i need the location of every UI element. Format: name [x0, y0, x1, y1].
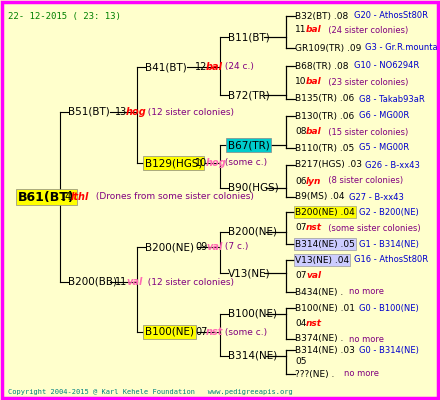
Text: bal: bal [206, 62, 223, 72]
Text: 07: 07 [295, 224, 307, 232]
Text: (23 sister colonies): (23 sister colonies) [323, 78, 408, 86]
Text: 07: 07 [295, 272, 307, 280]
Text: B67(TR): B67(TR) [228, 140, 270, 150]
Text: (12 sister colonies): (12 sister colonies) [143, 278, 235, 286]
Text: B200(NE): B200(NE) [145, 242, 194, 252]
Text: G0 - B314(NE): G0 - B314(NE) [359, 346, 419, 354]
Text: nst: nst [206, 327, 224, 337]
Text: G26 - B-xx43: G26 - B-xx43 [365, 160, 419, 170]
Text: 10: 10 [195, 158, 207, 168]
Text: hog: hog [126, 107, 147, 117]
Text: B200(NE): B200(NE) [228, 227, 277, 237]
Text: B41(BT): B41(BT) [145, 62, 187, 72]
Text: lthl: lthl [71, 192, 89, 202]
Text: G2 - B200(NE): G2 - B200(NE) [359, 208, 419, 216]
Text: val: val [206, 242, 222, 252]
Text: B110(TR) .05: B110(TR) .05 [295, 144, 354, 152]
Text: 14: 14 [60, 192, 72, 202]
Text: nst: nst [306, 318, 322, 328]
Text: G27 - B-xx43: G27 - B-xx43 [349, 192, 404, 202]
Text: G0 - B100(NE): G0 - B100(NE) [359, 304, 419, 312]
Text: B100(NE): B100(NE) [145, 327, 194, 337]
Text: bal: bal [306, 128, 322, 136]
Text: G6 - MG00R: G6 - MG00R [359, 112, 410, 120]
Text: bal: bal [306, 26, 322, 34]
Text: 22- 12-2015 ( 23: 13): 22- 12-2015 ( 23: 13) [8, 12, 121, 21]
Text: B314(NE) .05: B314(NE) .05 [295, 240, 355, 248]
Text: nst: nst [306, 224, 322, 232]
Text: B135(TR) .06: B135(TR) .06 [295, 94, 354, 104]
Text: no more: no more [349, 288, 384, 296]
Text: B314(NE) .03: B314(NE) .03 [295, 346, 355, 354]
Text: 12: 12 [195, 62, 207, 72]
Text: B90(HGS): B90(HGS) [228, 183, 279, 193]
Text: B217(HGS) .03: B217(HGS) .03 [295, 160, 362, 170]
Text: (12 sister colonies): (12 sister colonies) [143, 108, 235, 116]
Text: no more: no more [344, 370, 379, 378]
Text: bal: bal [306, 78, 322, 86]
Text: (Drones from some sister colonies): (Drones from some sister colonies) [93, 192, 254, 202]
Text: Copyright 2004-2015 @ Karl Kehele Foundation   www.pedigreeapis.org: Copyright 2004-2015 @ Karl Kehele Founda… [8, 389, 293, 395]
Text: no more: no more [349, 334, 384, 344]
Text: B51(BT): B51(BT) [68, 107, 110, 117]
Text: val: val [126, 277, 143, 287]
Text: G1 - B314(NE): G1 - B314(NE) [359, 240, 419, 248]
Text: GR109(TR) .09: GR109(TR) .09 [295, 44, 361, 52]
Text: B11(BT): B11(BT) [228, 32, 270, 42]
Text: B68(TR) .08: B68(TR) .08 [295, 62, 348, 70]
Text: hog: hog [206, 158, 227, 168]
Text: B9(MS) .04: B9(MS) .04 [295, 192, 345, 202]
Text: V13(NE): V13(NE) [228, 268, 271, 278]
Text: V13(NE) .04: V13(NE) .04 [295, 256, 349, 264]
Text: G10 - NO6294R: G10 - NO6294R [354, 62, 419, 70]
Text: B129(HGS): B129(HGS) [145, 158, 202, 168]
Text: B314(NE): B314(NE) [228, 351, 277, 361]
Text: B374(NE) .: B374(NE) . [295, 334, 343, 344]
Text: B200(NE) .04: B200(NE) .04 [295, 208, 355, 216]
Text: B434(NE) .: B434(NE) . [295, 288, 343, 296]
Text: 05: 05 [295, 358, 307, 366]
Text: 06: 06 [295, 176, 307, 186]
Text: lyn: lyn [306, 176, 321, 186]
Text: (24 c.): (24 c.) [223, 62, 254, 72]
Text: G8 - Takab93aR: G8 - Takab93aR [359, 94, 425, 104]
Text: ???(NE) .: ???(NE) . [295, 370, 334, 378]
Text: 11: 11 [295, 26, 307, 34]
Text: B100(NE): B100(NE) [228, 309, 277, 319]
Text: B130(TR) .06: B130(TR) .06 [295, 112, 354, 120]
Text: 08: 08 [295, 128, 307, 136]
Text: G20 - AthosSt80R: G20 - AthosSt80R [354, 12, 428, 20]
Text: 10: 10 [295, 78, 307, 86]
Text: B61(BT): B61(BT) [18, 190, 75, 204]
Text: G3 - Gr.R.mounta: G3 - Gr.R.mounta [365, 44, 437, 52]
Text: (some c.): (some c.) [223, 158, 268, 168]
Text: B200(BB): B200(BB) [68, 277, 117, 287]
Text: (15 sister colonies): (15 sister colonies) [323, 128, 408, 136]
Text: B72(TR): B72(TR) [228, 90, 270, 100]
Text: G5 - MG00R: G5 - MG00R [359, 144, 410, 152]
Text: (8 sister colonies): (8 sister colonies) [323, 176, 403, 186]
Text: (24 sister colonies): (24 sister colonies) [323, 26, 408, 34]
Text: B100(NE) .01: B100(NE) .01 [295, 304, 355, 312]
Text: 13: 13 [115, 107, 127, 117]
Text: 09: 09 [195, 242, 207, 252]
Text: 11: 11 [115, 277, 127, 287]
Text: 07: 07 [195, 327, 207, 337]
Text: (some sister colonies): (some sister colonies) [323, 224, 421, 232]
Text: (7 c.): (7 c.) [223, 242, 249, 252]
Text: val: val [306, 272, 321, 280]
Text: 04: 04 [295, 318, 306, 328]
Text: (some c.): (some c.) [223, 328, 268, 336]
Text: B32(BT) .08: B32(BT) .08 [295, 12, 348, 20]
Text: G16 - AthosSt80R: G16 - AthosSt80R [354, 256, 428, 264]
